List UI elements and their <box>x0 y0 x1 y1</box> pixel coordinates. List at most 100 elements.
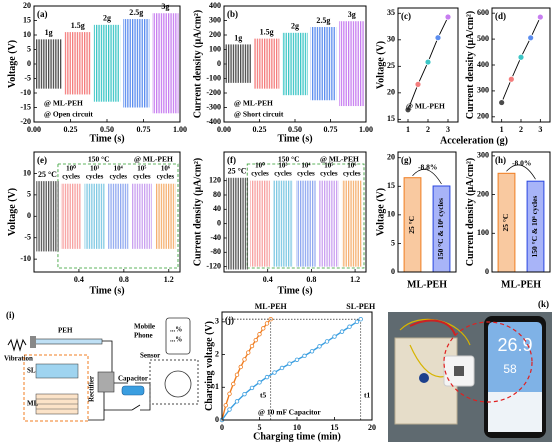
x-tick-label: 0.50 <box>100 125 114 134</box>
y-axis-label: Current density (μA/cm²) <box>465 158 476 266</box>
signal-block <box>64 32 91 95</box>
rectifier-box <box>97 371 115 393</box>
panel-label: (a) <box>37 9 48 19</box>
data-point <box>246 350 251 355</box>
data-point <box>234 399 240 404</box>
block-label: 2g <box>291 22 299 31</box>
annotation: 150 °C <box>278 155 300 164</box>
x-tick-label: 0.50 <box>288 125 302 134</box>
switch <box>131 404 141 411</box>
block-label: 1g <box>234 33 242 42</box>
y-tick-label: 600 <box>477 8 489 17</box>
y-axis-label: Voltage (V) <box>7 188 18 236</box>
highlight-ellipse <box>443 321 533 403</box>
annotation: t1 <box>364 391 370 400</box>
block-label: 10⁶ <box>347 161 356 169</box>
x-tick-label: 0.75 <box>324 125 338 134</box>
data-point <box>272 370 277 375</box>
x-tick-label: 1.2 <box>164 275 174 284</box>
data-point <box>309 349 315 354</box>
signal-block <box>319 180 339 267</box>
signal-block <box>253 38 280 89</box>
peh-beam <box>31 338 103 345</box>
y-tick-label: -300 <box>206 102 221 111</box>
phone-label: Mobile <box>134 323 155 331</box>
y-tick-label: -10 <box>20 254 31 263</box>
x-tick-label: 1.00 <box>359 125 373 134</box>
y-tick-label: 200 <box>477 189 489 198</box>
signal-block <box>93 24 121 102</box>
y-tick-label: 100 <box>477 228 489 237</box>
rectifier-label: Rectifier <box>88 376 96 402</box>
y-axis-label: Current density (μA/cm²) <box>465 11 476 119</box>
y-tick-label: 400 <box>477 60 489 69</box>
x-tick-label: 0.8 <box>306 275 316 284</box>
y-tick-label: 20 <box>387 88 395 97</box>
y-tick-label: 0 <box>27 211 31 220</box>
bar-category-label: 25 °C <box>501 214 510 232</box>
block-unit: cycles <box>133 172 151 180</box>
block-label: 10³ <box>278 161 287 169</box>
plot-frame <box>33 5 181 123</box>
x-tick-label: 0.00 <box>217 125 231 134</box>
phone-icon <box>165 317 191 355</box>
y-tick-label: 10 <box>387 210 395 219</box>
data-point <box>253 337 258 343</box>
y-tick-label: 5 <box>27 44 31 53</box>
y-tick-label: -400 <box>206 117 221 126</box>
y-tick-label: -15 <box>20 102 31 111</box>
phone-reading: ...% <box>170 336 182 344</box>
y-tick-label: 30 <box>387 35 395 44</box>
sensor-icon <box>164 370 192 398</box>
y-axis-label: Current density (μA/cm²) <box>193 10 204 118</box>
data-point <box>227 391 232 397</box>
block-label: 10³ <box>90 164 99 172</box>
data-point <box>261 326 266 331</box>
data-point <box>339 329 345 334</box>
annotation: @ ML-PEH <box>44 99 83 108</box>
panel-label: (j) <box>225 315 234 325</box>
data-point <box>507 75 515 83</box>
panel-label: (b) <box>227 9 238 19</box>
block-unit: cycles <box>320 169 338 177</box>
ml-label: ML <box>27 400 39 408</box>
y-tick-label: 200 <box>209 30 221 39</box>
bar-category-label: 150 °C & 10⁶ cycles <box>530 196 539 258</box>
vibration-icon <box>7 338 27 352</box>
x-axis-label: ML-PEH <box>407 279 447 290</box>
series-label: SL-PEH <box>346 302 376 311</box>
sl-layer <box>35 363 79 379</box>
signal-block <box>282 32 308 96</box>
signal-block <box>60 183 82 249</box>
annotation: -8.0% <box>512 159 531 168</box>
data-point <box>404 106 412 114</box>
data-point <box>231 381 236 387</box>
humidity-reading: 58 <box>503 362 517 376</box>
data-point <box>424 58 432 66</box>
y-tick-label: -40 <box>210 233 221 242</box>
y-tick-label: 10 <box>23 30 31 39</box>
y-tick-label: 80 <box>213 190 221 199</box>
data-point <box>249 385 255 391</box>
x-tick-label: 0.8 <box>119 275 129 284</box>
annotation: 150 °C <box>88 155 110 164</box>
data-point <box>317 344 322 349</box>
plot-frame <box>221 311 373 421</box>
data-point <box>354 319 360 325</box>
capacitor-icon <box>121 385 145 396</box>
phone-label: Phone <box>134 332 153 340</box>
plot-frame <box>397 151 457 273</box>
sensor-label: Sensor <box>140 352 160 360</box>
x-tick-label: 2 <box>519 125 523 134</box>
data-point <box>527 34 535 42</box>
data-point <box>242 357 247 362</box>
y-tick-label: 0 <box>215 415 219 424</box>
block-label: 1g <box>45 28 53 37</box>
x-tick-label: 0.75 <box>137 125 151 134</box>
block-label: 25 °C <box>228 167 247 176</box>
panel-label: (f) <box>227 155 236 165</box>
panel-label: (g) <box>401 155 412 165</box>
signal-block <box>310 27 337 101</box>
annotation: @ ML-PEH <box>320 155 359 164</box>
block-unit: cycles <box>274 169 292 177</box>
